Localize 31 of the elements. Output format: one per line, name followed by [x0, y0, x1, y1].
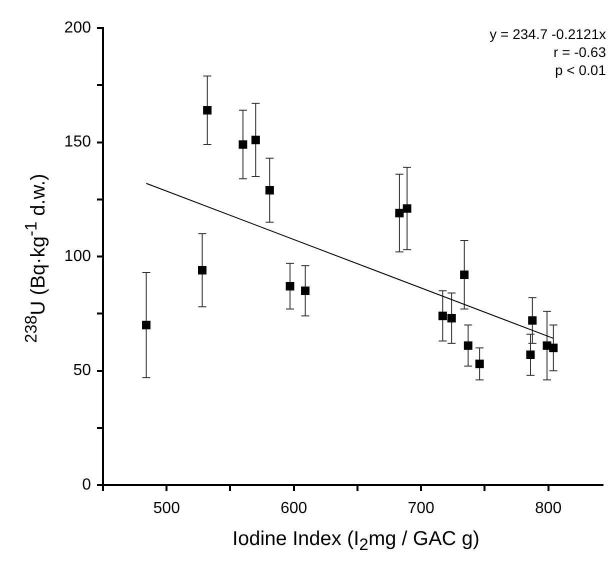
point — [142, 320, 150, 330]
point — [528, 316, 537, 325]
annotation: r = -0.63 — [553, 44, 606, 60]
point — [464, 341, 472, 350]
y-tick-label: 200 — [64, 19, 92, 36]
y-tick-label: 0 — [82, 476, 92, 494]
point — [198, 266, 206, 274]
x-tick-label: 600 — [280, 500, 308, 518]
x-tick-label: 700 — [408, 500, 435, 518]
annotation: p < 0.01 — [555, 62, 606, 78]
point — [475, 360, 484, 368]
point — [460, 270, 469, 280]
point — [238, 140, 248, 149]
point — [447, 314, 456, 322]
point — [203, 106, 212, 115]
point — [402, 204, 412, 213]
x-axis-title: Iodine Index (I$_{2}$mg / GAC g) — [231, 528, 481, 555]
point — [395, 208, 404, 218]
point — [526, 350, 535, 359]
y-tick-label: 150 — [64, 134, 92, 151]
annotation: y = 234.7 -0.2121x — [490, 26, 606, 42]
point — [265, 186, 274, 194]
x-tick-label: 800 — [534, 500, 562, 518]
point — [438, 312, 447, 320]
point — [549, 344, 558, 352]
y-tick-label: 50 — [73, 362, 92, 380]
y-tick-label: 100 — [64, 248, 92, 265]
point — [286, 282, 294, 290]
point — [251, 136, 260, 144]
x-tick-label: 500 — [153, 500, 180, 518]
point — [301, 286, 310, 296]
